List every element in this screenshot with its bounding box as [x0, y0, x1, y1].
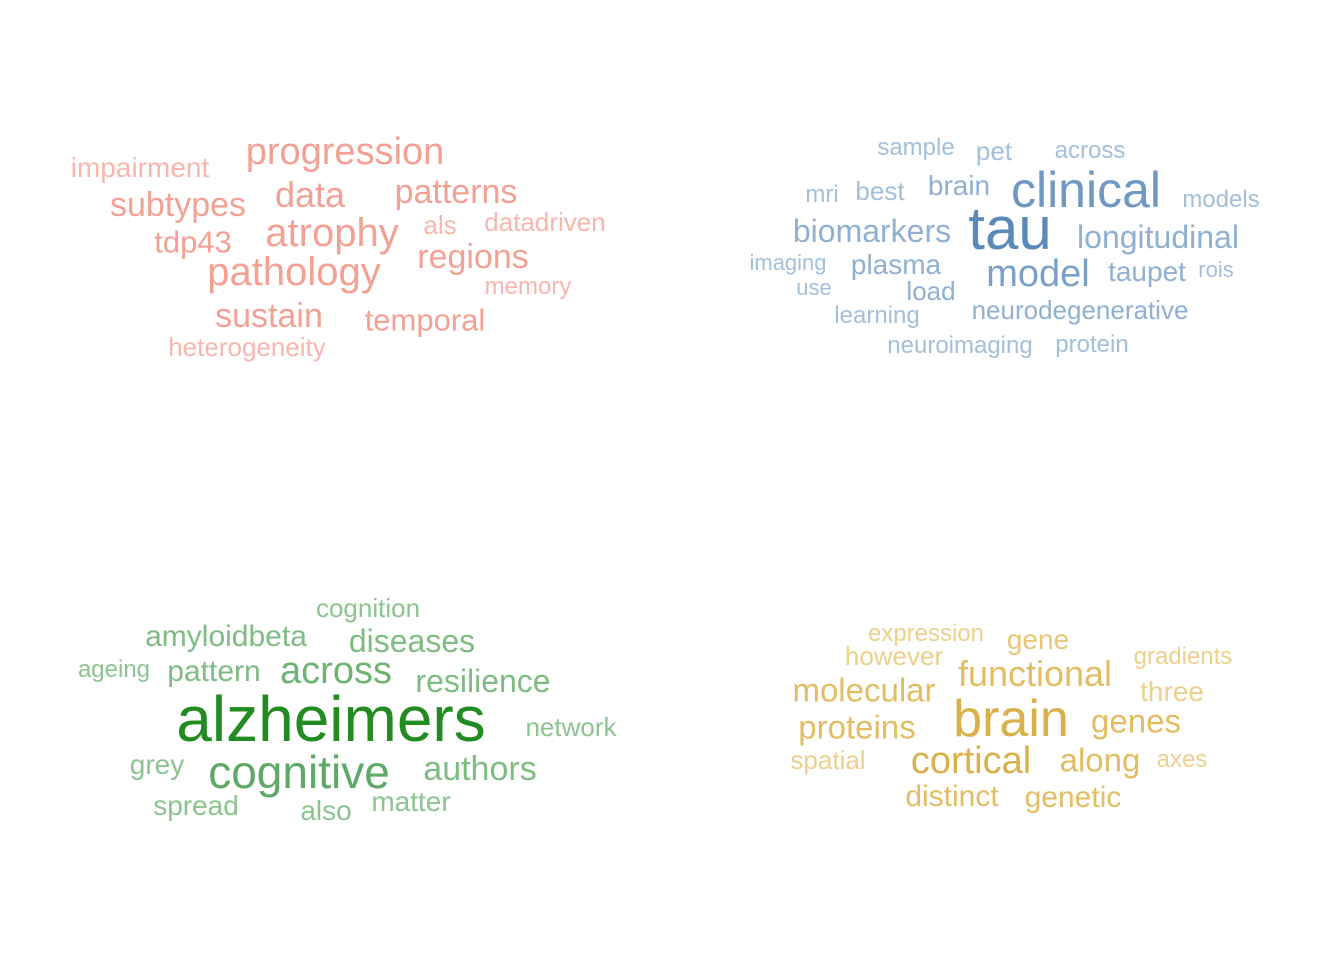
cloud-word: genetic — [1024, 781, 1122, 814]
cloud-word: model — [986, 253, 1090, 295]
cloud-word: spread — [153, 790, 239, 821]
cloud-word: plasma — [850, 249, 942, 280]
cloud-word: subtypes — [109, 186, 247, 224]
cloud-word: pattern — [167, 655, 261, 688]
cloud-word: resilience — [415, 663, 551, 699]
cloud-word: progression — [245, 131, 445, 173]
cloud-word: regions — [417, 238, 529, 276]
cloud-word: pet — [975, 136, 1013, 166]
cloud-word: spatial — [790, 745, 866, 775]
cloud-word: datadriven — [484, 207, 606, 237]
cloud-word: gene — [1006, 624, 1070, 655]
cloud-word: tdp43 — [154, 224, 232, 260]
cloud-word: distinct — [905, 780, 999, 813]
word-cloud-gold: expression gene however gradients functional… — [672, 480, 1344, 960]
cloud-word: biomarkers — [792, 213, 952, 249]
cloud-word: sample — [877, 134, 955, 161]
cloud-word: grey — [129, 749, 185, 780]
cloud-word: cortical — [910, 740, 1032, 782]
cloud-word: best — [855, 176, 905, 206]
cloud-word: sustain — [215, 297, 323, 335]
cloud-word: cognition — [315, 593, 421, 623]
cloud-word: imaging — [749, 250, 827, 275]
cloud-word: impairment — [70, 152, 210, 183]
cloud-word: memory — [484, 273, 572, 300]
cloud-word: ageing — [77, 656, 151, 683]
cloud-word: neuroimaging — [887, 332, 1033, 359]
cloud-word: atrophy — [265, 211, 399, 255]
cloud-word: genes — [1091, 702, 1181, 740]
cloud-word: also — [300, 795, 352, 826]
cloud-word: load — [906, 276, 956, 306]
cloud-word: clinical — [1010, 162, 1162, 218]
cloud-word: protein — [1055, 331, 1129, 358]
cloud-word: data — [274, 174, 346, 215]
cloud-word: three — [1140, 676, 1204, 707]
word-cloud-blue: sample pet across mri best brain clinical model… — [672, 0, 1344, 480]
cloud-word: pathology — [207, 250, 381, 294]
cloud-word: along — [1059, 741, 1141, 779]
cloud-word: proteins — [798, 708, 916, 746]
cloud-word: brain — [927, 170, 991, 201]
cloud-word: patterns — [394, 173, 518, 211]
cloud-word: expression — [867, 620, 985, 647]
cloud-word: across — [1054, 137, 1126, 164]
cloud-word: gradients — [1133, 643, 1233, 670]
cloud-word: learning — [834, 302, 920, 329]
cloud-word: models — [1182, 186, 1260, 213]
cloud-word: longitudinal — [1077, 219, 1239, 255]
cloud-word: taupet — [1108, 256, 1186, 287]
cloud-word: temporal — [364, 302, 486, 338]
cloud-word: use — [796, 275, 832, 300]
cloud-word: however — [844, 641, 944, 671]
cloud-word: brain — [953, 690, 1069, 748]
cloud-word: mri — [805, 181, 839, 208]
word-cloud-green: cognition amyloidbeta diseases ageing patter… — [0, 480, 672, 960]
word-cloud-red: progression impairment subtypes data pattern… — [0, 0, 672, 480]
cloud-word: matter — [371, 786, 451, 817]
cloud-word: functional — [957, 653, 1113, 694]
cloud-word: axes — [1156, 746, 1208, 773]
cloud-word: als — [423, 210, 457, 240]
cloud-word: cognitive — [208, 746, 390, 798]
cloud-word: neurodegenerative — [971, 295, 1189, 325]
cloud-word: heterogeneity — [168, 332, 326, 362]
cloud-word: diseases — [348, 623, 476, 659]
cloud-word: tau — [968, 195, 1052, 262]
cloud-word: molecular — [792, 671, 936, 709]
cloud-word: amyloidbeta — [145, 620, 307, 653]
cloud-word: rois — [1198, 257, 1234, 282]
cloud-word: across — [280, 650, 392, 692]
cloud-word: alzheimers — [176, 683, 486, 755]
cloud-word: authors — [423, 750, 537, 788]
cloud-word: network — [525, 712, 617, 742]
